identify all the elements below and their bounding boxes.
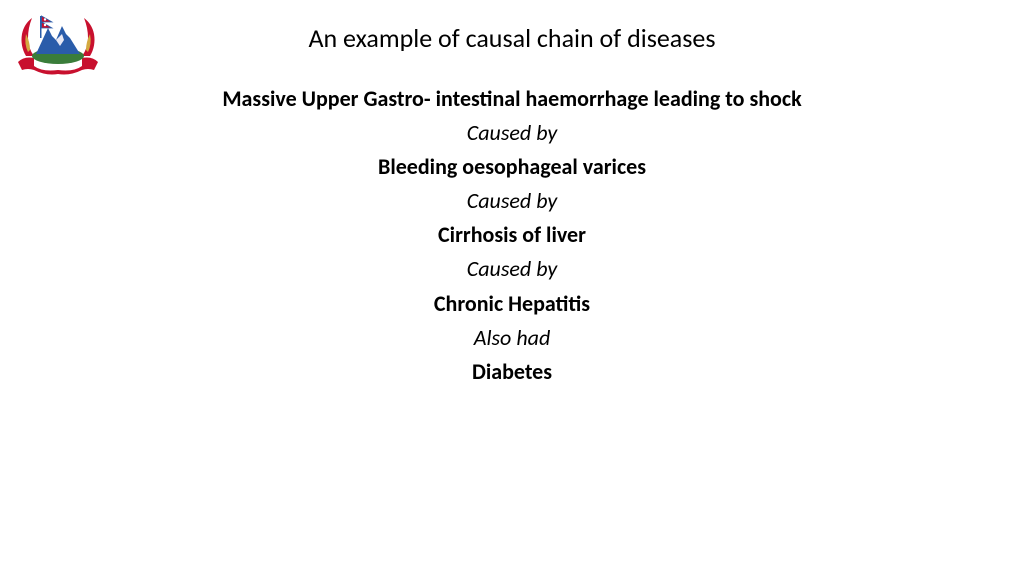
chain-line: Bleeding oesophageal varices	[0, 150, 1024, 184]
chain-connector: Caused by	[0, 184, 1024, 218]
chain-line: Massive Upper Gastro- intestinal haemorr…	[0, 82, 1024, 116]
chain-connector: Caused by	[0, 116, 1024, 150]
chain-line: Cirrhosis of liver	[0, 218, 1024, 252]
chain-line: Chronic Hepatitis	[0, 287, 1024, 321]
chain-line: Diabetes	[0, 355, 1024, 389]
chain-connector: Caused by	[0, 252, 1024, 286]
slide-content: Massive Upper Gastro- intestinal haemorr…	[0, 82, 1024, 389]
chain-connector: Also had	[0, 321, 1024, 355]
slide-title: An example of causal chain of diseases	[0, 22, 1024, 54]
